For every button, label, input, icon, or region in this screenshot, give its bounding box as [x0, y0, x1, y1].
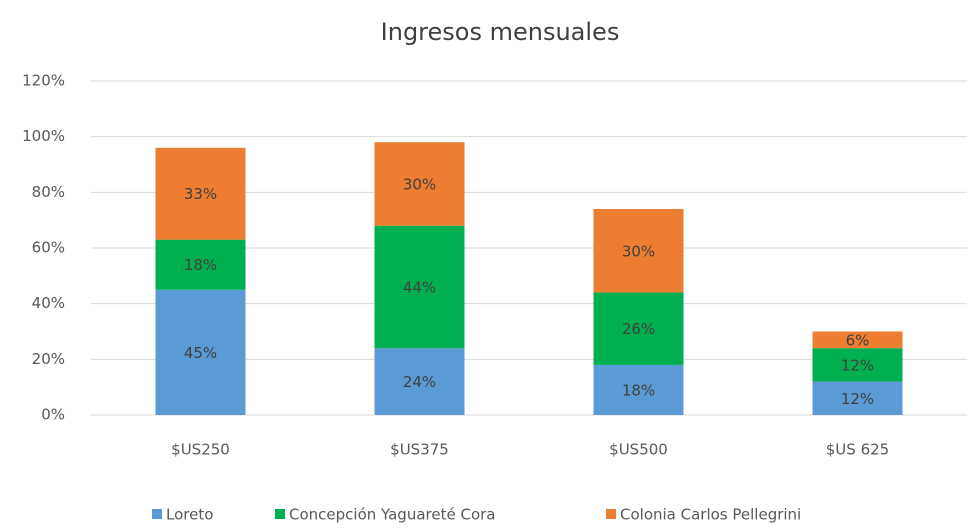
legend-swatch — [275, 509, 285, 519]
legend-swatch — [606, 509, 616, 519]
data-label: 24% — [403, 373, 436, 391]
y-tick-label: 20% — [32, 350, 65, 368]
legend-label: Concepción Yaguareté Cora — [289, 506, 495, 524]
legend-swatch — [152, 509, 162, 519]
legend-label: Loreto — [166, 506, 213, 524]
y-tick-label: 100% — [22, 127, 65, 145]
x-tick-label: $US 625 — [826, 441, 889, 459]
data-label: 30% — [622, 242, 655, 260]
data-label: 6% — [846, 331, 870, 349]
data-label: 45% — [184, 344, 217, 362]
bar-segment — [593, 364, 684, 415]
data-label: 26% — [622, 320, 655, 338]
bar-segment — [812, 331, 903, 349]
legend-label: Colonia Carlos Pellegrini — [620, 506, 801, 524]
y-tick-label: 40% — [32, 294, 65, 312]
x-tick-label: $US500 — [609, 441, 668, 459]
bar-segment — [374, 142, 465, 226]
bar-segment — [812, 348, 903, 382]
chart-title: Ingresos mensuales — [381, 18, 620, 46]
y-tick-label: 0% — [41, 406, 65, 424]
data-label: 12% — [841, 390, 874, 408]
bar-segment — [374, 225, 465, 349]
x-tick-label: $US375 — [390, 441, 449, 459]
data-label: 18% — [622, 381, 655, 399]
bar-segment — [155, 239, 246, 290]
bar-segment — [155, 289, 246, 415]
bar-segment — [593, 209, 684, 293]
data-label: 44% — [403, 278, 436, 296]
y-tick-label: 60% — [32, 239, 65, 257]
data-label: 30% — [403, 175, 436, 193]
data-label: 33% — [184, 185, 217, 203]
bar-segment — [593, 292, 684, 365]
bar-segment — [812, 381, 903, 415]
data-label: 12% — [841, 356, 874, 374]
data-label: 18% — [184, 256, 217, 274]
bar-segment — [374, 348, 465, 415]
x-tick-label: $US250 — [171, 441, 230, 459]
bar-segment — [155, 147, 246, 240]
y-tick-label: 120% — [22, 72, 65, 90]
y-tick-label: 80% — [32, 183, 65, 201]
